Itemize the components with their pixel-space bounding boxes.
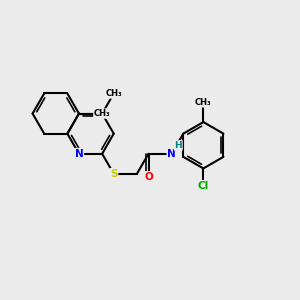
Text: CH₃: CH₃ <box>105 89 122 98</box>
Text: S: S <box>110 169 118 179</box>
Text: CH₃: CH₃ <box>94 109 110 118</box>
Text: H: H <box>174 141 182 150</box>
Text: N: N <box>167 149 176 159</box>
Text: Cl: Cl <box>198 181 209 191</box>
Text: N: N <box>75 149 83 159</box>
Text: CH₃: CH₃ <box>195 98 212 107</box>
Text: O: O <box>144 172 153 182</box>
